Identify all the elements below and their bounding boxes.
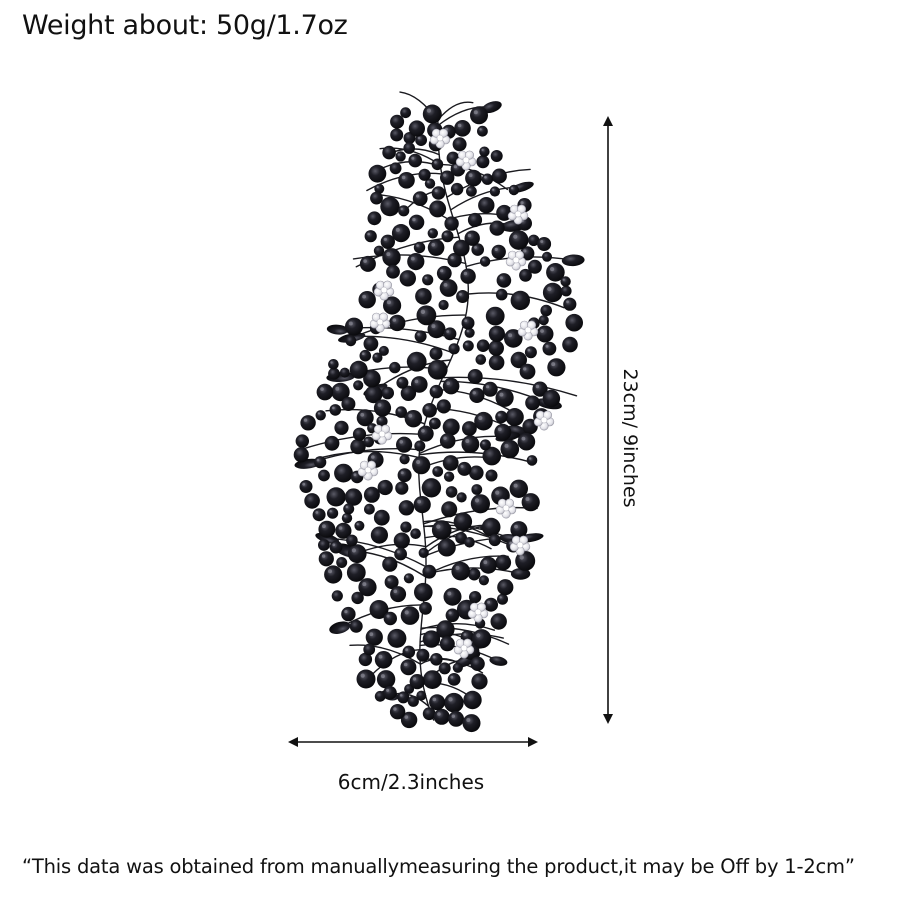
measurement-disclaimer: “This data was obtained from manuallymea…: [22, 855, 855, 878]
height-label: 23cm/ 9inches: [619, 368, 641, 508]
width-label: 6cm/2.3inches: [337, 770, 485, 794]
weight-label: Weight about: 50g/1.7oz: [22, 10, 348, 41]
